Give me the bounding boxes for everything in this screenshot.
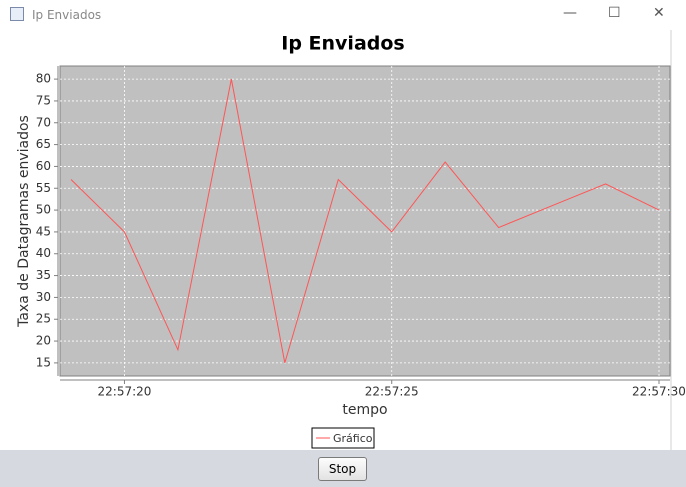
y-tick-label: 40 <box>36 246 51 260</box>
y-tick-label: 25 <box>36 312 51 326</box>
stop-button[interactable]: Stop <box>318 457 367 481</box>
legend-label: Gráfico <box>333 432 373 445</box>
y-tick-label: 35 <box>36 268 51 282</box>
y-tick-label: 60 <box>36 159 51 173</box>
chart-title: Ip Enviados <box>281 33 404 55</box>
y-tick-label: 45 <box>36 224 51 238</box>
legend-box <box>311 427 375 449</box>
y-tick-label: 80 <box>36 72 51 86</box>
y-axis-label: Taxa de Datagramas enviados <box>16 115 32 328</box>
y-tick-label: 50 <box>36 203 51 217</box>
legend: Gráfico <box>311 427 375 449</box>
x-tick-label: 22:57:25 <box>365 385 419 399</box>
x-axis-label: tempo <box>342 402 387 418</box>
title-bar: Ip Enviados — ☐ ✕ <box>0 0 686 30</box>
y-tick-label: 15 <box>36 355 51 369</box>
close-button[interactable]: ✕ <box>653 5 665 21</box>
y-tick-label: 30 <box>36 290 51 304</box>
x-tick-label: 22:57:20 <box>98 385 152 399</box>
chart: Ip Enviados Taxa de Datagramas enviados … <box>16 30 686 450</box>
y-tick-label: 75 <box>36 93 51 107</box>
x-tick-label: 22:57:30 <box>632 385 686 399</box>
data-line <box>70 79 660 364</box>
y-tick-label: 55 <box>36 181 51 195</box>
plot-area <box>59 65 671 377</box>
app-icon <box>10 7 24 21</box>
y-tick-label: 70 <box>36 115 51 129</box>
minimize-button[interactable]: — <box>563 5 577 21</box>
y-tick-label: 65 <box>36 137 51 151</box>
maximize-button[interactable]: ☐ <box>608 5 621 21</box>
window-title: Ip Enviados <box>32 8 102 22</box>
y-tick-label: 20 <box>36 334 51 348</box>
